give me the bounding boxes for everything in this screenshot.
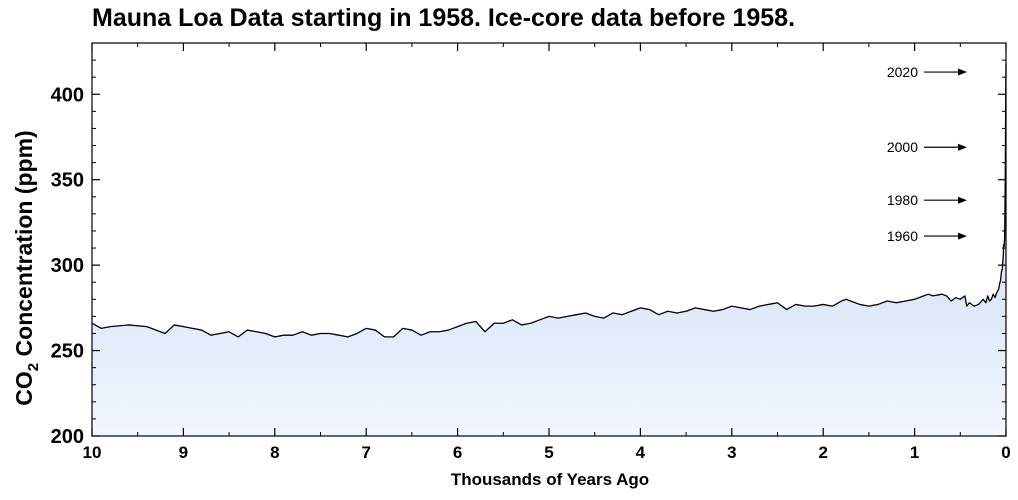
y-tick-label: 400 bbox=[51, 84, 84, 106]
co2-area-fill bbox=[92, 63, 1006, 436]
arrow-head-icon bbox=[958, 143, 967, 151]
x-tick-label: 2 bbox=[818, 443, 827, 462]
x-tick-label: 8 bbox=[270, 443, 279, 462]
y-tick-label: 200 bbox=[51, 426, 84, 448]
x-tick-label: 6 bbox=[453, 443, 462, 462]
year-annotation-label: 2020 bbox=[887, 64, 918, 80]
y-tick-label: 300 bbox=[51, 255, 84, 277]
year-annotation-label: 1960 bbox=[887, 228, 918, 244]
chart-title: Mauna Loa Data starting in 1958. Ice-cor… bbox=[92, 4, 796, 32]
arrow-head-icon bbox=[958, 68, 967, 76]
y-tick-label: 250 bbox=[51, 341, 84, 363]
x-tick-label: 0 bbox=[1001, 443, 1010, 462]
x-tick-label: 7 bbox=[361, 443, 370, 462]
year-annotation-label: 1980 bbox=[887, 192, 918, 208]
x-axis-label: Thousands of Years Ago bbox=[451, 470, 649, 489]
x-tick-label: 5 bbox=[544, 443, 553, 462]
co2-series-line bbox=[91, 63, 1007, 338]
x-tick-label: 3 bbox=[727, 443, 736, 462]
y-axis-label: CO2 Concentration (ppm) bbox=[11, 130, 42, 405]
arrow-head-icon bbox=[958, 232, 967, 240]
arrow-head-icon bbox=[958, 196, 967, 204]
x-tick-label: 9 bbox=[179, 443, 188, 462]
y-axis-label-subscript: 2 bbox=[25, 363, 42, 371]
year-annotation-label: 2000 bbox=[887, 139, 918, 155]
y-axis-label-rest: Concentration (ppm) bbox=[11, 130, 37, 363]
y-tick-label: 350 bbox=[51, 170, 84, 192]
x-tick-label: 10 bbox=[83, 443, 102, 462]
y-axis-label-main: CO bbox=[11, 371, 37, 406]
x-axis: 10 9 8 7 6 5 4 3 2 1 0 bbox=[83, 43, 1011, 462]
x-tick-label: 4 bbox=[636, 443, 646, 462]
x-tick-label: 1 bbox=[910, 443, 919, 462]
y-axis: 200 250 300 350 400 bbox=[51, 59, 1006, 448]
year-annotations: 2020 2000 1980 1960 bbox=[887, 64, 967, 244]
